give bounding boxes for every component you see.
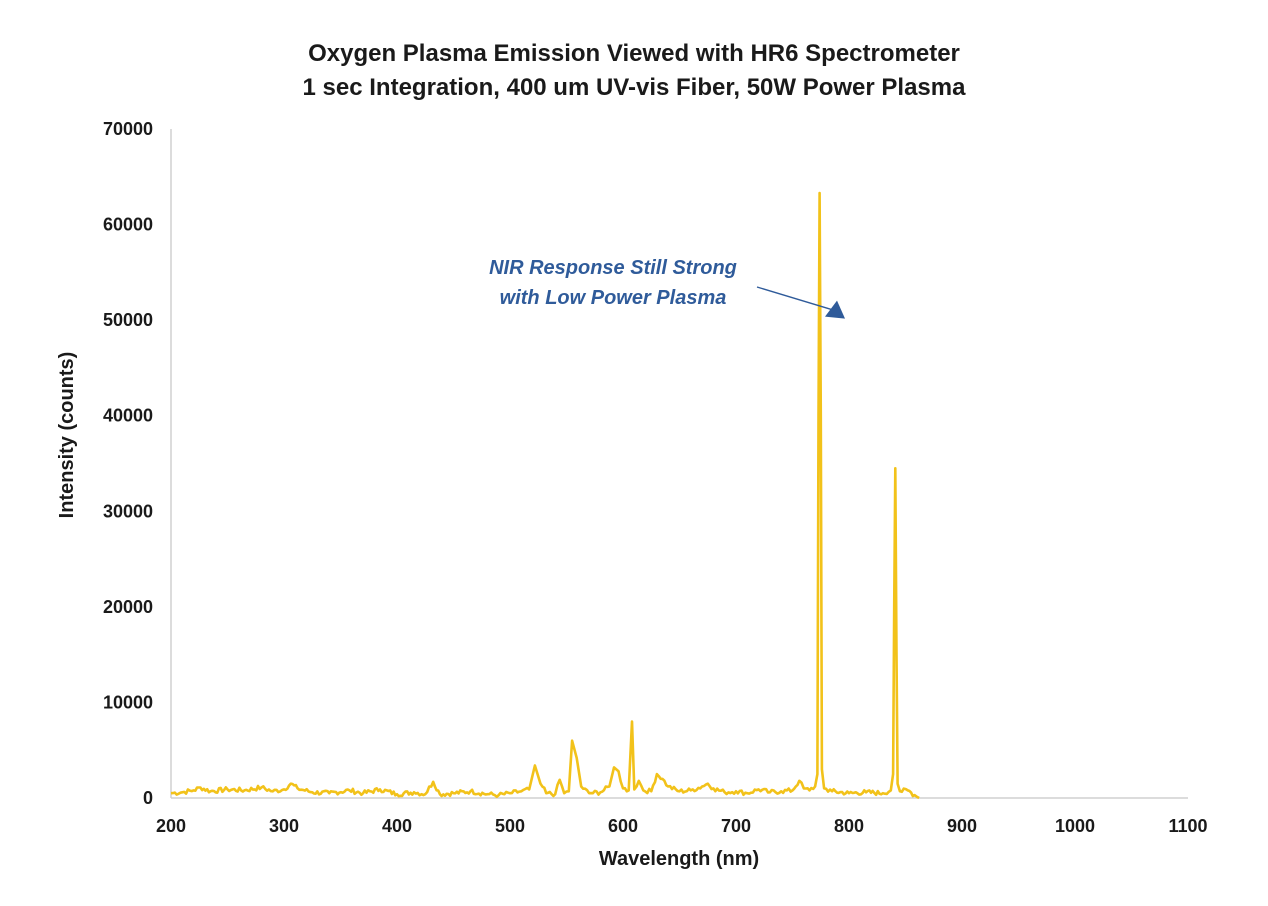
y-tick-label: 20000	[103, 597, 153, 617]
x-tick-labels: 200 300 400 500 600 700 800 900 1000 1100	[156, 816, 1208, 836]
x-tick-label: 1100	[1168, 816, 1207, 836]
y-tick-label: 0	[143, 788, 153, 808]
annotation-arrow	[756, 286, 836, 312]
chart-subtitle: 1 sec Integration, 400 um UV-vis Fiber, …	[302, 74, 966, 101]
y-tick-label: 40000	[103, 406, 153, 426]
x-tick-label: 400	[382, 816, 412, 836]
x-tick-label: 900	[947, 816, 977, 836]
x-tick-label: 600	[608, 816, 638, 836]
x-tick-label: 500	[495, 816, 525, 836]
y-tick-label: 30000	[103, 501, 153, 521]
y-tick-label: 50000	[103, 310, 153, 330]
x-axis-label: Wavelength (nm)	[599, 848, 759, 870]
annotation-arrowhead	[825, 300, 846, 319]
emission-series-line	[170, 191, 920, 800]
annotation-line-2: with Low Power Plasma	[499, 287, 727, 309]
y-tick-label: 10000	[103, 692, 153, 712]
x-tick-label: 800	[834, 816, 864, 836]
y-axis-label: Intensity (counts)	[56, 352, 78, 519]
x-tick-label: 1000	[1055, 816, 1095, 836]
chart-title: Oxygen Plasma Emission Viewed with HR6 S…	[308, 40, 960, 67]
x-tick-label: 200	[156, 816, 186, 836]
x-tick-label: 700	[721, 816, 751, 836]
y-tick-labels: 0 10000 20000 30000 40000 50000 60000 70000	[103, 119, 153, 808]
y-tick-label: 70000	[103, 119, 153, 139]
y-tick-label: 60000	[103, 215, 153, 235]
x-tick-label: 300	[269, 816, 299, 836]
annotation-line-1: NIR Response Still Strong	[489, 257, 737, 279]
